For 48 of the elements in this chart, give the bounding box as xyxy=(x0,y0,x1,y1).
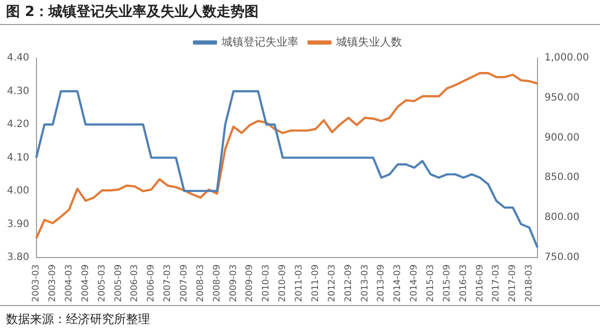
x-tick-label: 2009-03 xyxy=(228,264,239,302)
x-tick-label: 2007-03 xyxy=(163,264,174,302)
x-tick-label: 2016-03 xyxy=(458,264,469,302)
y-tick-label: 3.80 xyxy=(7,252,30,263)
x-tick-label: 2014-03 xyxy=(393,264,404,302)
x-tick-label: 2008-09 xyxy=(212,264,222,302)
legend-label: 城镇失业人数 xyxy=(335,35,402,48)
x-tick-label: 2011-03 xyxy=(294,264,305,302)
y2-tick-label: 800.00 xyxy=(544,212,580,224)
y2-tick-label: 1,000.00 xyxy=(544,52,589,64)
source-note: 数据来源：经济研究所整理 xyxy=(0,305,600,332)
x-tick-label: 2009-09 xyxy=(245,264,256,302)
y2-tick-label: 850.00 xyxy=(544,172,580,184)
x-tick-label: 2012-03 xyxy=(327,264,338,302)
x-tick-label: 2004-09 xyxy=(80,264,91,302)
y2-tick-label: 750.00 xyxy=(544,252,580,263)
legend-label: 城镇登记失业率 xyxy=(220,35,298,48)
y2-tick-label: 950.00 xyxy=(544,92,580,104)
x-tick-label: 2017-09 xyxy=(508,264,518,302)
x-tick-label: 2007-09 xyxy=(180,264,190,302)
y-tick-label: 4.00 xyxy=(7,186,30,197)
x-tick-label: 2006-03 xyxy=(130,264,140,302)
x-tick-label: 2015-09 xyxy=(442,264,452,302)
x-tick-label: 2012-09 xyxy=(344,264,354,302)
x-tick-label: 2013-09 xyxy=(376,264,387,302)
x-tick-label: 2003-03 xyxy=(32,264,42,302)
y-tick-label: 4.20 xyxy=(7,119,30,130)
x-tick-label: 2008-03 xyxy=(196,264,206,302)
x-tick-label: 2006-09 xyxy=(146,264,157,302)
x-tick-label: 2016-09 xyxy=(475,264,486,302)
x-tick-label: 2005-09 xyxy=(114,264,124,302)
x-tick-label: 2013-03 xyxy=(360,264,370,302)
y2-tick-label: 900.00 xyxy=(544,132,580,144)
x-tick-label: 2005-03 xyxy=(97,264,108,302)
x-tick-label: 2014-09 xyxy=(410,264,420,302)
y-tick-label: 3.90 xyxy=(7,218,30,230)
x-tick-label: 2018-03 xyxy=(524,264,535,302)
x-tick-label: 2017-03 xyxy=(492,264,502,302)
x-tick-label: 2003-09 xyxy=(48,264,58,302)
y-tick-label: 4.10 xyxy=(7,152,30,164)
x-tick-label: 2015-03 xyxy=(426,264,436,302)
x-tick-label: 2011-09 xyxy=(310,264,321,302)
x-tick-label: 2010-03 xyxy=(262,264,272,302)
x-tick-label: 2004-03 xyxy=(64,264,74,302)
y-tick-label: 4.40 xyxy=(7,52,30,64)
chart-title: 图 2：城镇登记失业率及失业人数走势图 xyxy=(0,0,600,25)
y-tick-label: 4.30 xyxy=(7,86,30,97)
x-tick-label: 2010-09 xyxy=(278,264,288,302)
